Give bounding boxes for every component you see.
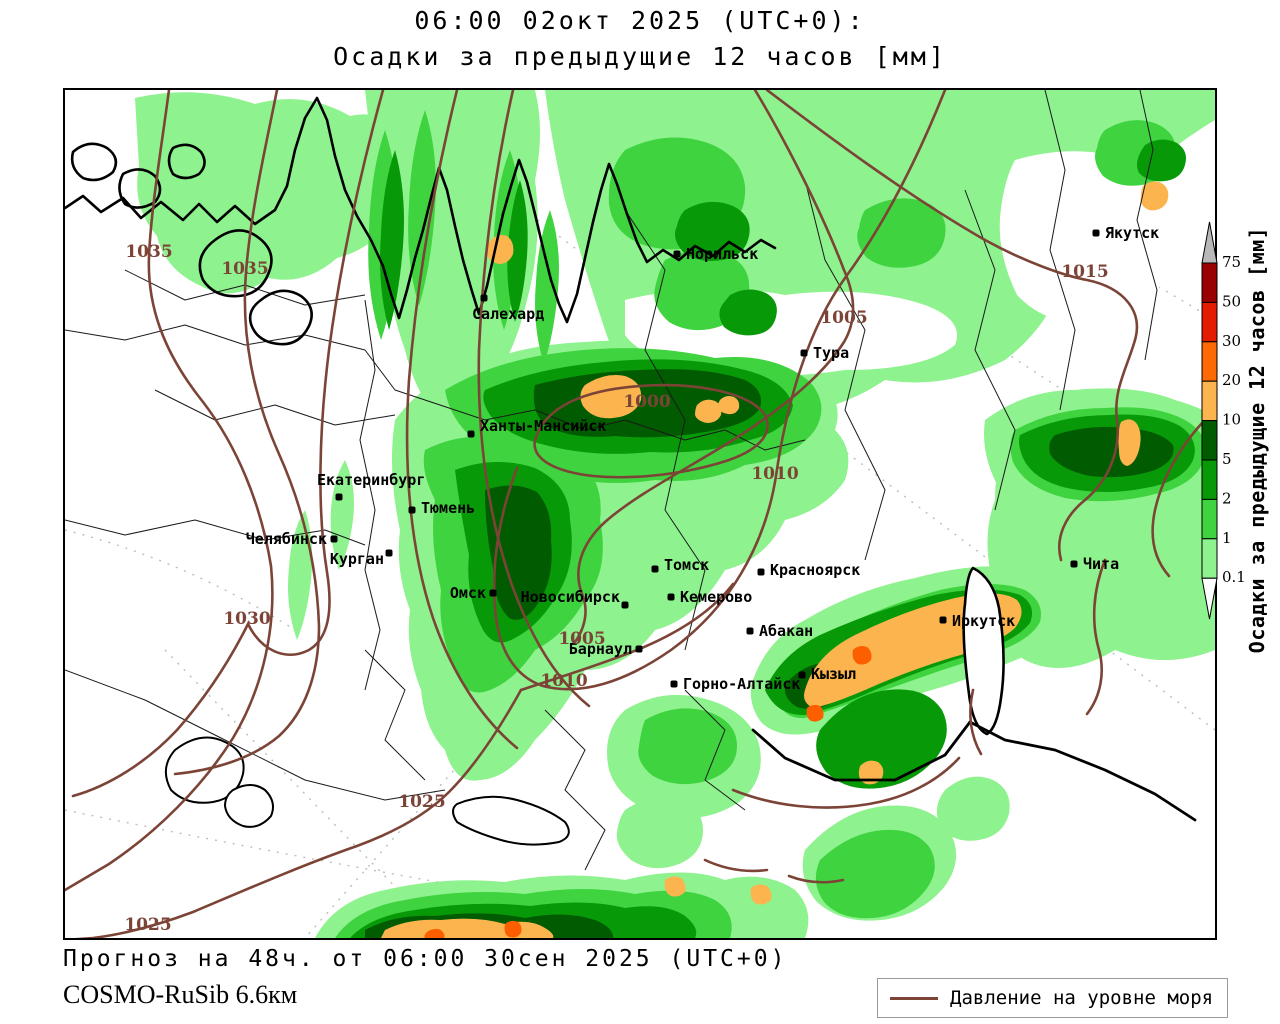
city-marker (335, 493, 343, 501)
city-marker (757, 568, 765, 576)
city-label: Тура (813, 344, 850, 362)
isobar-label: 1030 (223, 609, 271, 629)
city-marker (670, 680, 678, 688)
isobar-label: 1010 (751, 464, 799, 484)
isobar-line-sample (890, 996, 938, 1000)
map-labels-overlay: Салехард Норильск Тура Якутск Ханты-Мансийск… (65, 90, 1215, 938)
city-marker (800, 349, 808, 357)
colorbar-segment (1201, 420, 1218, 461)
city-label: Кызыл (811, 665, 857, 683)
isobar-label: 1000 (623, 392, 671, 412)
precip-20-30 (424, 646, 872, 938)
map-title-datetime: 06:00 02окт 2025 (UTC+0): (414, 6, 866, 35)
city-marker (651, 565, 659, 573)
city-label: Якутск (1105, 224, 1160, 242)
isobar-label: 1035 (221, 259, 269, 279)
colorbar-tick: 10 (1222, 411, 1241, 429)
city-label: Челябинск (245, 530, 327, 548)
city-label: Тюмень (421, 499, 476, 517)
city-label: Норильск (686, 245, 759, 263)
city-label: Курган (329, 550, 384, 568)
colorbar-tick: 50 (1222, 292, 1241, 310)
precipitation-colorbar: 75 50 30 20 10 5 2 1 0.1 (1201, 221, 1246, 620)
map-title-variable: Осадки за предыдущие 12 часов [мм] (333, 42, 947, 71)
colorbar-tick: 1 (1222, 529, 1232, 547)
isobar-label: 1005 (558, 629, 606, 649)
state-border (751, 720, 1197, 822)
isobar-label: 1015 (1061, 262, 1109, 282)
colorbar-segment (1201, 301, 1218, 343)
colorbar-segment (1201, 459, 1218, 500)
colorbar-tick: 75 (1222, 253, 1241, 271)
colorbar-segment (1201, 498, 1218, 540)
city-marker (408, 506, 416, 514)
city-label: Екатеринбург (317, 471, 426, 489)
city-marker (621, 601, 629, 609)
forecast-info: Прогноз на 48ч. от 06:00 30сен 2025 (UTC… (63, 946, 788, 972)
city-label: Абакан (759, 622, 814, 640)
city-marker (746, 627, 754, 635)
isobar-label: 1025 (398, 792, 446, 812)
city-marker (798, 671, 806, 679)
colorbar-segment (1201, 262, 1218, 303)
city-label: Ханты-Мансийск (480, 417, 607, 435)
city-marker (467, 430, 475, 438)
colorbar-underflow-arrow (1201, 577, 1218, 620)
city-label: Кемерово (680, 588, 753, 606)
city-label: Иркутск (952, 612, 1016, 630)
isobar-label: 1005 (820, 308, 868, 328)
city-marker (939, 616, 947, 624)
map-artwork (65, 90, 1215, 938)
pressure-legend-label: Давление на уровне моря (950, 987, 1214, 1009)
city-label: Горно-Алтайск (683, 675, 801, 693)
city-marker (1092, 229, 1100, 237)
pressure-legend-box: Давление на уровне моря (877, 978, 1228, 1018)
city-marker (673, 250, 681, 258)
colorbar-segment (1201, 380, 1218, 422)
city-label: Салехард (472, 305, 545, 323)
city-marker (480, 294, 488, 302)
colorbar-overflow-arrow (1201, 221, 1218, 264)
isobar-lines (65, 90, 1215, 938)
city-marker (635, 645, 643, 653)
city-label: Чита (1083, 555, 1120, 573)
isobar-label: 1025 (124, 915, 172, 935)
colorbar-tick: 0.1 (1222, 568, 1246, 586)
city-label: Барнаул (568, 640, 632, 658)
city-marker (489, 589, 497, 597)
colorbar-tick: 20 (1222, 371, 1241, 389)
city-marker (385, 549, 393, 557)
city-label: Красноярск (770, 561, 861, 579)
city-marker (1070, 560, 1078, 568)
colorbar-tick: 5 (1222, 450, 1232, 468)
colorbar-title: Осадки за предыдущие 12 часов [мм] (1245, 226, 1269, 654)
city-label: Омск (449, 584, 486, 602)
isobar-label: 1035 (125, 242, 173, 262)
forecast-map: Салехард Норильск Тура Якутск Ханты-Мансийск… (63, 88, 1217, 940)
city-label: Томск (664, 556, 710, 574)
isobar-label: 1010 (540, 671, 588, 691)
city-label: Новосибирск (520, 588, 620, 606)
city-marker (667, 593, 675, 601)
colorbar-tick: 2 (1222, 489, 1232, 507)
model-name: COSMO-RuSib 6.6км (63, 980, 298, 1009)
colorbar-segment (1201, 538, 1218, 579)
city-marker (330, 535, 338, 543)
colorbar-tick: 30 (1222, 332, 1241, 350)
colorbar-segment (1201, 341, 1218, 382)
